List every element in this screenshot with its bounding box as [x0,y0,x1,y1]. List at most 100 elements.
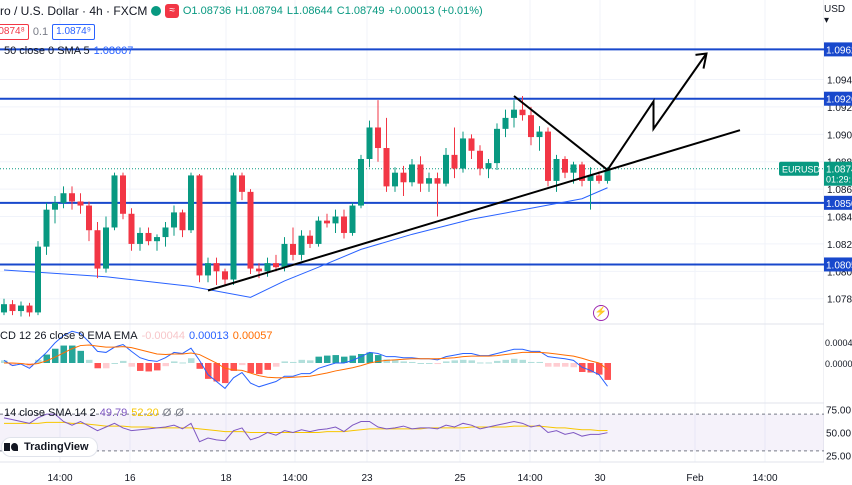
rsi-tick-label: 50.00 [826,429,851,440]
currency-selector[interactable]: USD ▾ [824,4,846,26]
candle-body [324,220,330,224]
support-trendline [207,129,741,292]
macd-histogram-bar [196,363,203,369]
candle-body [103,227,109,269]
candle-body [222,271,228,280]
macd-histogram-bar [154,363,161,371]
candle-body [43,209,50,247]
candle-body [128,213,135,244]
macd-histogram-bar [256,363,263,375]
macd-histogram-bar [358,354,365,363]
time-tick-label: 25 [454,473,466,484]
candle-body [77,201,84,206]
time-tick-label: 23 [361,473,373,484]
buy-price-tag[interactable]: 1.0874⁹ [52,24,95,40]
macd-histogram-bar [587,363,594,373]
macd-histogram-bar [128,363,135,367]
candle-body [256,268,262,272]
time-tick-label: Feb [686,473,704,484]
low-value: L1.08644 [286,5,333,17]
macd-histogram-bar [477,362,484,364]
macd-histogram-bar [341,356,348,363]
macd-histogram-bar [502,359,509,363]
candle-body [26,305,33,313]
price-tick-label: 1.0860 [827,185,852,196]
macd-histogram-bar [562,363,569,367]
macd-histogram-bar [545,363,552,367]
rsi-line [3,413,608,443]
macd-histogram-bar [468,360,475,363]
macd-histogram-bar [77,350,84,363]
candle-body [409,164,415,183]
macd-signal-value: 0.00057 [232,330,273,342]
candle-body [188,175,194,231]
candle-body [162,227,169,238]
level-price-label: 1.0926 [826,95,852,106]
candle-body [392,172,398,187]
time-axis[interactable]: 14:00 16 18 14:00 23 25 14:00 30 Feb 14:00 [47,473,777,484]
macd-histogram-bar [205,363,212,379]
candle-body [307,235,313,244]
macd-histogram-bar [94,363,101,369]
candle-body [545,131,551,181]
time-tick-label: 30 [594,473,606,484]
rsi-legend[interactable]: 14 close SMA 14 2 49.79 52.20 Ø Ø [4,407,184,419]
level-price-label: 1.0850 [826,199,852,210]
candle-body [179,212,186,231]
rsi-legend-label: 14 close SMA 14 2 [4,407,96,419]
price-axis[interactable]: 1.09401.09201.09001.08801.08601.08401.08… [779,0,852,485]
macd-histogram-bar [570,363,577,368]
candle-body [528,115,534,138]
macd-histogram-bar [69,345,76,363]
macd-legend[interactable]: CD 12 26 close 9 EMA EMA -0.00044 0.0001… [0,330,273,342]
macd-histogram-bar [460,359,467,363]
candle-body [426,178,432,184]
candle-body [281,243,288,268]
candle-body [587,175,594,181]
candle-body [417,164,424,184]
lightning-event-icon[interactable]: ⚡ [593,305,609,321]
time-tick-label: 18 [220,473,232,484]
candle-body [502,117,509,129]
candle-body [137,232,143,244]
symbol-tag-label: EURUSD [782,165,821,175]
macd-histogram-bar [332,355,339,363]
macd-histogram-bar [349,355,356,363]
event-flag-icon[interactable]: ≈ [165,4,179,18]
projection-arrowhead [695,52,708,69]
price-tick-label: 1.0840 [827,213,852,224]
open-value: O1.08736 [182,5,232,17]
symbol-title[interactable]: ro / U.S. Dollar · 4h · FXCM [0,4,148,18]
level-price-tag [824,42,852,57]
candle-body [264,263,271,272]
trend-drawings [207,52,741,292]
candle-body [460,138,466,169]
macd-histogram-bar [290,361,297,363]
candle-body [570,164,577,173]
time-tick-label: 14:00 [752,473,777,484]
candle-body [247,191,254,269]
brand-badge[interactable]: TradingView [2,438,97,456]
price-tick-label: 1.0940 [827,76,852,87]
last-price-tag [824,161,852,186]
sma-legend[interactable]: 50 close 0 SMA 5 1.08607 [4,45,133,57]
candle-body [511,109,517,118]
macd-histogram-bar [536,361,543,363]
macd-histogram-bar [409,361,416,363]
time-tick-label: 14:00 [47,473,72,484]
price-tick-label: 1.0820 [827,240,852,251]
last-price-label: 1.0874 [826,165,852,176]
rsi-tick-label: 75.00 [826,406,851,417]
price-tick-label: 1.0920 [827,103,852,114]
macd-line-value: 0.00013 [189,330,229,342]
rsi-pane [0,413,824,452]
candle-body [477,150,483,169]
change-value: +0.00013 (+0.01%) [388,5,483,17]
sell-price-tag[interactable]: 1.0874⁸ [0,24,29,40]
time-tick-label: 16 [124,473,136,484]
currency-label: USD [824,4,846,15]
candle-body [562,158,568,173]
candle-body [519,109,526,116]
